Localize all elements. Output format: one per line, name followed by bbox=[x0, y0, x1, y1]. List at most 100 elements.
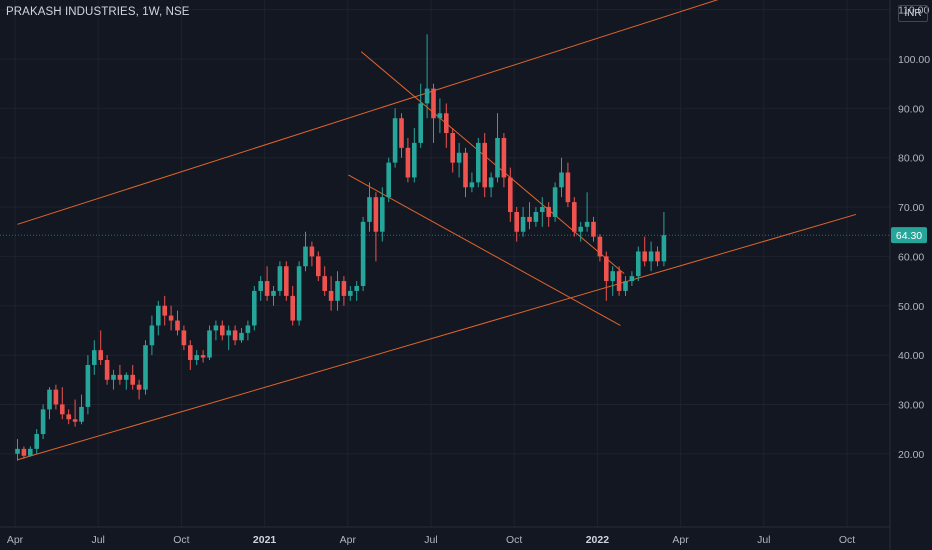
candle-body bbox=[604, 256, 609, 282]
candle bbox=[610, 266, 615, 296]
candle bbox=[72, 399, 78, 427]
candle bbox=[431, 83, 436, 143]
candle-body bbox=[559, 172, 564, 188]
candle-body bbox=[85, 364, 91, 407]
candle bbox=[367, 182, 372, 232]
candle bbox=[386, 157, 391, 203]
candle bbox=[412, 128, 417, 183]
candle-body bbox=[98, 350, 103, 361]
candle bbox=[520, 207, 526, 237]
y-tick-label: 80.00 bbox=[898, 153, 924, 165]
candle-body bbox=[162, 305, 167, 316]
candle bbox=[584, 192, 590, 232]
candle-body bbox=[597, 236, 603, 257]
candle bbox=[463, 147, 468, 198]
candle-body bbox=[488, 177, 494, 188]
candle-body bbox=[239, 332, 244, 341]
y-tick-label: 90.00 bbox=[898, 103, 924, 115]
y-tick-label: 110.00 bbox=[898, 5, 929, 17]
candle-body bbox=[34, 434, 39, 449]
x-tick-label: Oct bbox=[506, 534, 522, 546]
candle-body bbox=[495, 137, 500, 178]
candle bbox=[213, 320, 219, 341]
candle-body bbox=[456, 152, 462, 163]
candle bbox=[111, 369, 116, 390]
axes: 110.00 100.00 90.00 80.00 70.00 60.00 50.00 40.… bbox=[7, 5, 930, 546]
candle-body bbox=[527, 216, 532, 222]
candle-body bbox=[220, 325, 225, 336]
candle-body bbox=[79, 406, 84, 422]
x-tick-label: Jul bbox=[424, 534, 437, 546]
candle-body bbox=[316, 256, 321, 277]
candle bbox=[124, 372, 129, 390]
candle bbox=[53, 384, 59, 410]
candle bbox=[559, 157, 564, 198]
candle-body bbox=[610, 271, 615, 282]
candle bbox=[194, 350, 199, 365]
candle-body bbox=[322, 276, 327, 291]
candle-body bbox=[348, 290, 353, 296]
candle-body bbox=[284, 266, 289, 296]
candle bbox=[482, 133, 487, 198]
y-tick-label: 40.00 bbox=[898, 350, 924, 362]
candle bbox=[296, 261, 302, 326]
candle bbox=[565, 162, 571, 208]
candle bbox=[597, 234, 603, 262]
candle bbox=[578, 221, 583, 242]
candle-body bbox=[584, 221, 590, 227]
candle-body bbox=[476, 142, 481, 183]
candle-body bbox=[501, 137, 507, 178]
candle bbox=[136, 379, 142, 400]
candle bbox=[424, 34, 430, 119]
candle bbox=[648, 241, 654, 272]
candle bbox=[98, 330, 103, 365]
candle bbox=[175, 310, 180, 336]
candle-body bbox=[437, 113, 443, 119]
candle-body bbox=[264, 281, 270, 296]
candle-body bbox=[149, 325, 155, 346]
candle-body bbox=[188, 345, 193, 361]
candle-body bbox=[117, 374, 123, 380]
x-tick-label: 2022 bbox=[586, 534, 610, 546]
candle bbox=[168, 305, 174, 331]
candle-body bbox=[444, 113, 449, 134]
candle bbox=[604, 251, 609, 301]
chart-grid bbox=[0, 0, 890, 527]
candle bbox=[354, 281, 359, 301]
candle bbox=[405, 137, 411, 183]
candle-body bbox=[271, 290, 276, 296]
candle-body bbox=[661, 235, 667, 262]
candle bbox=[271, 286, 276, 306]
candle-body bbox=[399, 118, 404, 148]
candle-body bbox=[328, 290, 334, 301]
trendline-lower-channel bbox=[17, 213, 857, 461]
candle-body bbox=[591, 221, 596, 237]
candle-body bbox=[424, 88, 430, 104]
currency-button[interactable]: INR bbox=[898, 5, 928, 22]
candle bbox=[591, 216, 596, 242]
candle-body bbox=[616, 271, 622, 291]
candle-body bbox=[28, 448, 33, 456]
candle-body bbox=[514, 211, 519, 232]
candle-body bbox=[431, 88, 436, 119]
candle-body bbox=[386, 162, 391, 198]
candle bbox=[207, 325, 212, 361]
candle-body bbox=[463, 152, 468, 188]
candle bbox=[264, 266, 270, 301]
candles bbox=[15, 34, 667, 461]
candle bbox=[130, 364, 135, 390]
candle-body bbox=[143, 345, 148, 390]
candle-body bbox=[405, 147, 411, 178]
candle-body bbox=[392, 118, 398, 163]
candle bbox=[616, 266, 622, 296]
candle bbox=[40, 404, 46, 439]
candle bbox=[623, 276, 628, 296]
candle bbox=[303, 231, 308, 272]
candle-body bbox=[648, 251, 654, 262]
candle bbox=[220, 320, 225, 341]
candle bbox=[156, 300, 161, 336]
candle bbox=[642, 236, 647, 267]
trendline-wedge-lower bbox=[348, 174, 621, 326]
candle bbox=[200, 350, 206, 363]
